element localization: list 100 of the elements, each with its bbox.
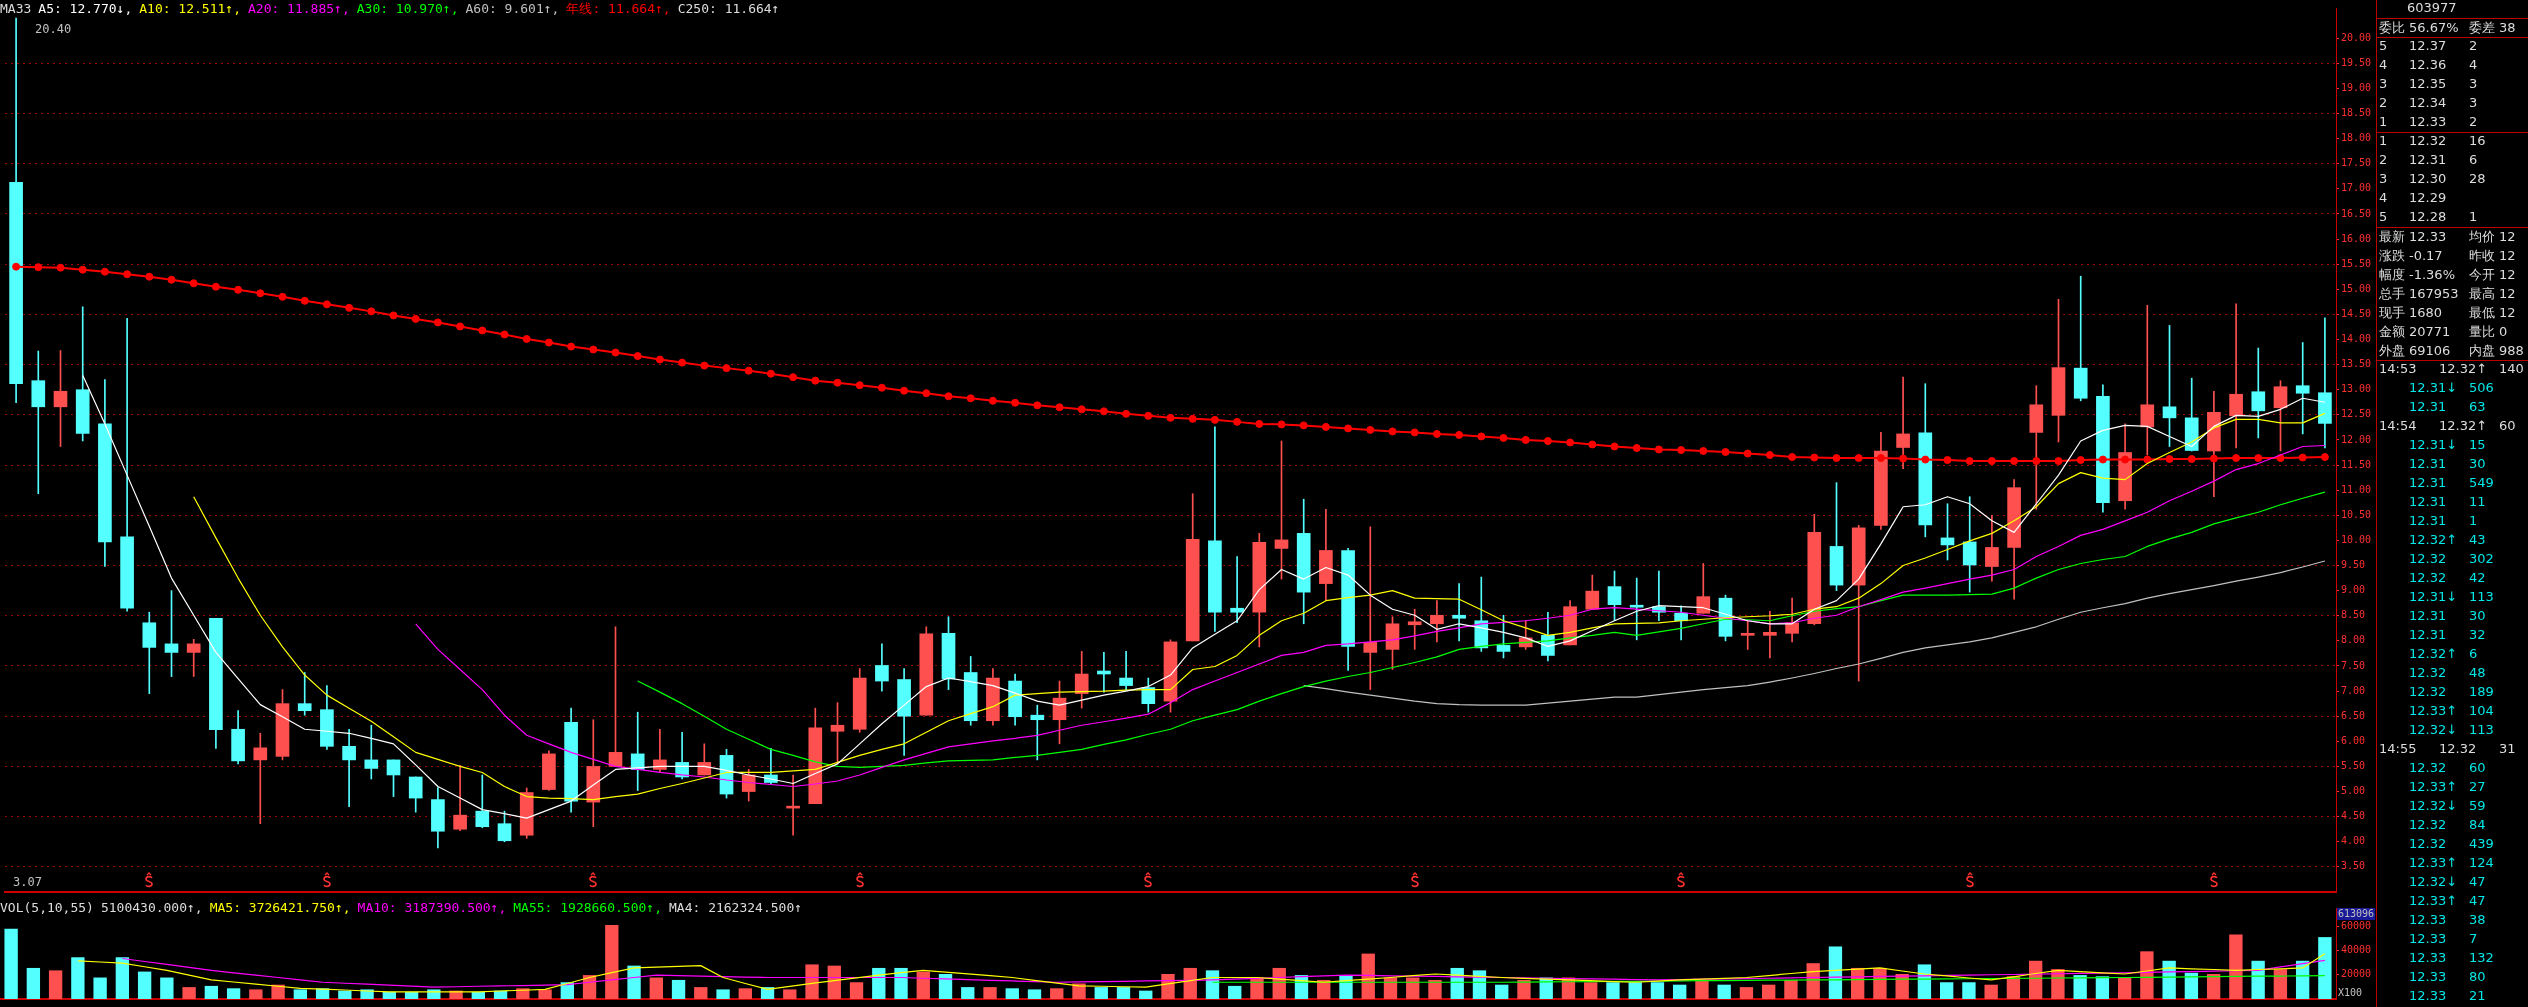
text: 4 12.36 4 bbox=[2378, 57, 2479, 74]
bar bbox=[26, 967, 41, 999]
bar bbox=[894, 967, 908, 999]
y-tick-label: 16.50 bbox=[2341, 207, 2372, 219]
bar bbox=[1183, 967, 1197, 999]
bar bbox=[71, 957, 85, 999]
y-tick-label: 16.00 bbox=[2341, 232, 2372, 244]
bar bbox=[2117, 977, 2132, 999]
bar bbox=[1517, 979, 1531, 999]
candlestick bbox=[1629, 577, 1644, 641]
bar bbox=[1406, 977, 1420, 999]
y-tick-label: 4.00 bbox=[2341, 835, 2366, 847]
text: MA55: 1928660.500↑, bbox=[513, 900, 662, 915]
bar bbox=[2073, 975, 2087, 999]
bar bbox=[1005, 988, 1019, 999]
text: 12.32 302 bbox=[2408, 551, 2495, 568]
text: 外盘 69106 内盘 988 bbox=[2377, 342, 2528, 361]
y-tick-label: 13.00 bbox=[2341, 383, 2372, 395]
bar bbox=[1161, 974, 1175, 999]
y-tick-label: 17.50 bbox=[2341, 157, 2372, 169]
bar bbox=[1584, 982, 1598, 999]
text: 603977 bbox=[2377, 0, 2528, 19]
y-tick-label: 18.00 bbox=[2341, 132, 2372, 144]
bar bbox=[738, 988, 752, 999]
chart-title: MA33 bbox=[0, 1, 32, 16]
bar bbox=[605, 924, 619, 999]
bar bbox=[137, 971, 152, 999]
bar bbox=[1094, 987, 1108, 999]
text: A60: 9.601↑, bbox=[465, 1, 560, 16]
text: 2 12.34 3 bbox=[2378, 95, 2479, 112]
text: 5 12.28 1 bbox=[2377, 209, 2528, 228]
bar bbox=[204, 985, 219, 999]
text: A5: 12.770↓, bbox=[38, 1, 133, 16]
candlestick bbox=[1763, 610, 1777, 659]
bar bbox=[671, 979, 686, 999]
y-tick-label: 18.50 bbox=[2341, 107, 2372, 119]
bar bbox=[716, 989, 730, 999]
text: 3 12.35 3 bbox=[2378, 76, 2479, 93]
bar bbox=[1027, 989, 1042, 999]
text: 12.32↑ 6 bbox=[2408, 646, 2479, 663]
bar bbox=[872, 967, 886, 999]
y-tick-label: 60000 bbox=[2341, 919, 2372, 931]
y-tick-label: 14.00 bbox=[2341, 333, 2372, 345]
annotation: 20.40 bbox=[35, 22, 72, 37]
candlestick bbox=[1230, 556, 1244, 624]
text: 12.32 439 bbox=[2408, 836, 2495, 853]
y-tick-label: 3.50 bbox=[2341, 860, 2366, 872]
y-tick-label: 20000 bbox=[2341, 968, 2372, 980]
bar bbox=[2251, 960, 2265, 999]
text: 12.32 60 bbox=[2408, 760, 2487, 777]
text: 12.31 549 bbox=[2408, 475, 2495, 492]
text: 12.33 38 bbox=[2408, 912, 2487, 929]
y-tick-label: 4.50 bbox=[2341, 810, 2366, 822]
bar bbox=[627, 965, 641, 999]
bar bbox=[2140, 951, 2154, 999]
candlestick bbox=[1119, 651, 1133, 690]
text: 12.32↑ 43 bbox=[2408, 532, 2487, 549]
text: 12.31 32 bbox=[2408, 627, 2487, 644]
bar bbox=[93, 977, 107, 999]
text: 12.33↑ 47 bbox=[2408, 893, 2487, 910]
text: 12.31 1 bbox=[2408, 513, 2479, 530]
annotation: 5100430.000↑, bbox=[100, 900, 203, 915]
text: 12.31↓ 506 bbox=[2408, 380, 2495, 397]
bar bbox=[4, 928, 18, 999]
text: 12.32 48 bbox=[2408, 665, 2487, 682]
bar bbox=[1428, 979, 1442, 999]
text: 12.31 63 bbox=[2408, 399, 2487, 416]
text: A30: 10.970↑, bbox=[356, 1, 459, 16]
y-tick-label: 15.00 bbox=[2341, 282, 2372, 294]
text: 1 12.32 16 bbox=[2378, 133, 2487, 150]
text: 12.31 30 bbox=[2408, 456, 2487, 473]
bar bbox=[2095, 976, 2110, 999]
candlestick bbox=[2318, 317, 2332, 449]
bar bbox=[805, 964, 819, 999]
annotation: 3.07 bbox=[13, 875, 42, 890]
y-tick-label: 10.50 bbox=[2341, 508, 2372, 520]
text: 4 12.29 bbox=[2378, 190, 2448, 207]
bar bbox=[2229, 934, 2243, 999]
bar bbox=[1739, 987, 1754, 999]
y-tick-label: 12.00 bbox=[2341, 433, 2372, 445]
bar bbox=[1495, 984, 1509, 999]
candlestick bbox=[2251, 347, 2266, 439]
text: 12.31 30 bbox=[2408, 608, 2487, 625]
text: 14:54 12.32↑ 60 bbox=[2378, 418, 2517, 435]
text: 5 12.37 2 bbox=[2378, 38, 2479, 55]
annotation: MA4: 2162324.500↑ bbox=[669, 900, 803, 915]
y-tick-label: 5.50 bbox=[2341, 760, 2366, 772]
text: MA5: 3726421.750↑, bbox=[209, 900, 351, 915]
text: 12.32↓ 59 bbox=[2408, 798, 2487, 815]
bar bbox=[1072, 983, 1086, 999]
y-tick-label: 9.50 bbox=[2341, 559, 2366, 571]
bar bbox=[1139, 990, 1153, 999]
text: 最新 12.33 均价 12 bbox=[2378, 228, 2517, 246]
text: MA10: 3187390.500↑, bbox=[357, 900, 507, 915]
bar bbox=[382, 991, 397, 999]
bar bbox=[1873, 967, 1887, 999]
bar bbox=[1116, 987, 1131, 999]
text: 现手 1680 最低 12 bbox=[2378, 304, 2517, 322]
y-tick-label: 5.00 bbox=[2341, 785, 2366, 797]
bar bbox=[2273, 969, 2288, 999]
